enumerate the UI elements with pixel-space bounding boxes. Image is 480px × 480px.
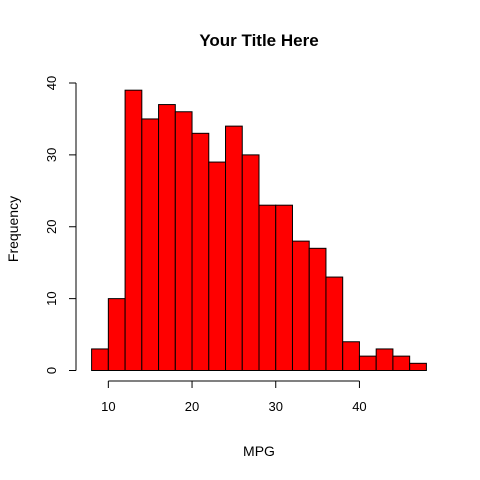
histogram-bar (141, 118, 160, 371)
y-tick-label: 30 (44, 148, 59, 162)
histogram-bar (124, 89, 143, 371)
histogram-bar (91, 348, 109, 371)
y-tick-label: 20 (44, 220, 59, 234)
histogram-bar (174, 111, 193, 371)
histogram-bar (107, 298, 126, 371)
histogram-bar (342, 341, 360, 371)
histogram-bar (375, 348, 394, 371)
x-tick-label: 40 (352, 399, 366, 414)
histogram-bar (291, 240, 310, 371)
x-tick-label: 20 (185, 399, 199, 414)
x-tick-label: 10 (101, 399, 115, 414)
histogram-bar (158, 104, 176, 371)
histogram-bar (409, 362, 427, 371)
y-axis-label: Frequency (5, 196, 21, 262)
y-tick-label: 40 (44, 76, 59, 90)
y-axis: 0 10 20 30 40 (44, 76, 77, 374)
histogram-bar (392, 355, 411, 371)
x-axis-label: MPG (243, 443, 275, 459)
histogram-bar (241, 154, 260, 371)
chart-title: Your Title Here (199, 31, 318, 50)
histogram-bar (208, 161, 227, 371)
histogram-bar (275, 204, 293, 371)
x-tick-label: 30 (269, 399, 283, 414)
histogram-bar (325, 276, 344, 371)
y-tick-label: 10 (44, 291, 59, 305)
y-tick-label: 0 (44, 367, 59, 374)
x-axis: 10 20 30 40 (101, 380, 367, 414)
histogram-bar (308, 247, 327, 371)
histogram-bar (258, 204, 277, 371)
histogram-bar (191, 132, 210, 371)
histogram-bar (358, 355, 377, 371)
histogram-bar (225, 125, 243, 371)
